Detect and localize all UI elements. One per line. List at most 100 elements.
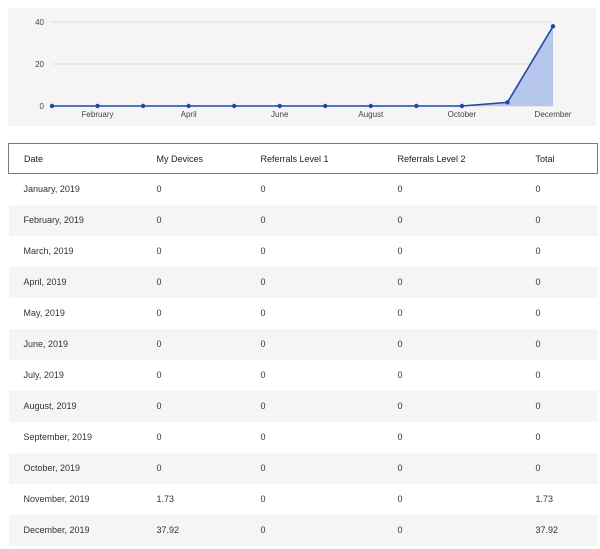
date-cell: March, 2019 [23, 246, 74, 256]
x-tick-label: August [358, 110, 384, 119]
data-point [186, 103, 191, 109]
table-row: October, 2019 0 0 0 0 [8, 452, 598, 484]
total-cell: 0 [535, 277, 541, 287]
referrals-level-1-cell: 0 [260, 370, 266, 380]
referrals-level-2-cell: 0 [397, 401, 403, 411]
earnings-chart: 0 20 40 February April June August October Decem… [8, 8, 596, 126]
date-cell: April, 2019 [23, 277, 67, 287]
referrals-level-2-cell: 0 [397, 277, 403, 287]
date-cell: December, 2019 [23, 525, 90, 535]
date-cell: June, 2019 [23, 339, 69, 349]
total-cell: 0 [535, 432, 541, 442]
date-cell: May, 2019 [23, 308, 65, 318]
data-point [550, 24, 556, 29]
referrals-level-1-cell: 0 [260, 432, 266, 442]
y-tick-label: 20 [35, 60, 44, 69]
my-devices-cell: 0 [156, 401, 162, 411]
date-cell: November, 2019 [23, 494, 90, 504]
referrals-level-1-cell: 0 [260, 339, 266, 349]
table-row: January, 2019 0 0 0 0 [9, 174, 598, 205]
referrals-level-1-cell: 0 [260, 494, 266, 504]
my-devices-cell: 1.73 [156, 494, 175, 504]
total-cell: 0 [535, 370, 541, 380]
table-row: August, 2019 0 0 0 0 [8, 390, 598, 422]
earnings-table: Date My Devices Referrals Level 1 Referr… [8, 143, 598, 546]
my-devices-cell: 0 [156, 215, 162, 225]
earnings-chart-svg: 0 20 40 February April June August October Decem… [35, 18, 572, 119]
referrals-level-1-cell: 0 [260, 246, 266, 256]
my-devices-cell: 0 [156, 308, 162, 318]
data-point [459, 103, 465, 109]
table-row: April, 2019 0 0 0 0 [8, 266, 598, 298]
total-cell: 0 [535, 401, 541, 411]
table-header-row: Date My Devices Referrals Level 1 Referr… [8, 143, 598, 174]
total-cell: 1.73 [535, 494, 554, 504]
data-point [414, 103, 419, 109]
header-referrals-level-2: Referrals Level 2 [382, 143, 521, 174]
my-devices-cell: 0 [156, 339, 162, 349]
table-body: January, 2019 0 0 0 0 February, 2019 0 0 0 0 March… [8, 174, 598, 546]
header-referrals-level-1: Referrals Level 1 [245, 143, 383, 174]
my-devices-cell: 0 [156, 246, 162, 256]
referrals-level-2-cell: 0 [397, 432, 403, 442]
referrals-level-2-cell: 0 [397, 370, 403, 380]
referrals-level-1-cell: 0 [260, 184, 266, 195]
total-cell: 0 [535, 215, 541, 225]
referrals-level-2-cell: 0 [397, 463, 403, 473]
data-point [323, 103, 328, 109]
data-point [277, 103, 282, 109]
table-row: November, 2019 1.73 0 0 1.73 [9, 484, 598, 515]
x-tick-label: February [82, 110, 114, 119]
referrals-level-2-cell: 0 [397, 308, 403, 318]
table-row: July, 2019 0 0 0 0 [9, 360, 598, 391]
total-cell: 0 [535, 246, 541, 256]
total-cell: 37.92 [535, 525, 559, 535]
referrals-level-2-cell: 0 [397, 339, 403, 349]
my-devices-cell: 0 [156, 277, 162, 287]
referrals-level-2-cell: 0 [397, 525, 403, 535]
data-point [140, 103, 146, 109]
series-line [52, 25, 554, 107]
my-devices-cell: 37.92 [156, 525, 180, 535]
referrals-level-1-cell: 0 [260, 308, 266, 318]
x-tick-label: April [181, 110, 197, 119]
referrals-level-1-cell: 0 [260, 525, 266, 535]
total-cell: 0 [535, 339, 541, 349]
referrals-level-2-cell: 0 [397, 246, 403, 256]
data-point [368, 103, 374, 109]
data-point [95, 103, 100, 109]
referrals-level-1-cell: 0 [260, 277, 266, 287]
table-row: March, 2019 0 0 0 0 [9, 236, 598, 267]
my-devices-cell: 0 [156, 463, 162, 473]
referrals-level-1-cell: 0 [260, 463, 266, 473]
header-date: Date [8, 143, 142, 174]
table-row: June, 2019 0 0 0 0 [8, 328, 598, 360]
table-row: May, 2019 0 0 0 0 [9, 298, 598, 329]
total-cell: 0 [535, 184, 541, 195]
data-point [505, 100, 510, 105]
x-tick-label: June [271, 110, 289, 119]
data-point [231, 103, 237, 109]
table-row: September, 2019 0 0 0 0 [9, 422, 598, 453]
date-cell: October, 2019 [23, 463, 81, 473]
header-total: Total [520, 143, 598, 174]
date-cell: July, 2019 [23, 370, 64, 380]
referrals-level-2-cell: 0 [397, 494, 403, 504]
date-cell: January, 2019 [23, 184, 80, 195]
date-cell: February, 2019 [23, 215, 84, 225]
header-my-devices: My Devices [141, 143, 246, 174]
x-tick-label: December [535, 110, 572, 119]
date-cell: September, 2019 [23, 432, 93, 442]
referrals-level-2-cell: 0 [397, 184, 403, 195]
table-row: February, 2019 0 0 0 0 [8, 204, 598, 236]
table-row: December, 2019 37.92 0 0 37.92 [8, 514, 598, 546]
total-cell: 0 [535, 308, 541, 318]
y-tick-label: 0 [40, 102, 45, 111]
my-devices-cell: 0 [156, 184, 162, 195]
x-tick-label: October [448, 110, 477, 119]
area-fill [52, 26, 553, 107]
data-point [49, 103, 55, 109]
referrals-level-1-cell: 0 [260, 401, 266, 411]
referrals-level-1-cell: 0 [260, 215, 266, 225]
y-tick-label: 40 [35, 18, 44, 27]
